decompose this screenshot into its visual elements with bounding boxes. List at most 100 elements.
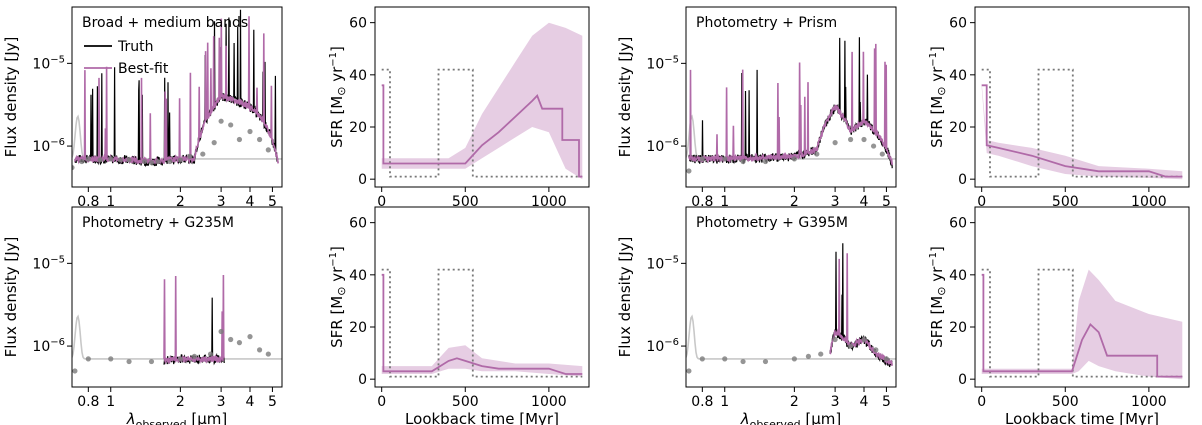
y-tick-label: 0 (958, 372, 967, 388)
legend: Truth Best-fit (84, 39, 169, 77)
bestfit-credible-band (981, 82, 1183, 180)
ylabel-close: ] (928, 246, 946, 252)
photometry-point (740, 358, 746, 365)
photometry-point (97, 157, 103, 163)
photometry-point (722, 356, 728, 362)
photometry-point (108, 156, 114, 162)
y-tick-exponent: −5 (50, 254, 65, 265)
bestfit-credible-band (981, 269, 1183, 380)
photometry-point (722, 156, 728, 162)
truth-spectrum-line (688, 37, 893, 169)
ylabel-main: SFR [M (328, 296, 346, 348)
bestfit-spectrum-line (829, 253, 893, 367)
photometry-point (791, 156, 797, 162)
y-axis-label: SFR [M⊙ yr−1] (928, 46, 948, 148)
ylabel-exp: −1 (328, 252, 339, 267)
y-tick-label: 0 (958, 172, 967, 188)
x-label-unit: [μm] (801, 410, 842, 425)
photometry-point (72, 164, 75, 171)
y-tick-base: 10 (646, 139, 664, 155)
x-tick-label: 5 (268, 194, 277, 210)
photometry-point (265, 147, 271, 153)
photometry-point (200, 151, 206, 157)
photometry-point (148, 160, 155, 166)
x-tick-label: 1 (720, 194, 729, 210)
y-tick-label: 0 (358, 172, 367, 188)
x-tick-label: 0 (977, 194, 986, 210)
y-tick-label: 0 (358, 372, 367, 388)
photometry-point (126, 157, 132, 163)
x-tick-label: 0 (377, 394, 386, 410)
y-tick-label: 10−5 (32, 54, 65, 72)
x-tick-label: 3 (831, 394, 840, 410)
y-tick-label: 10−5 (646, 54, 679, 72)
bestfit-sfh-line (381, 273, 583, 375)
photometry-point (85, 156, 91, 162)
photometry-point (740, 158, 746, 165)
photometry-point (191, 353, 198, 360)
x-axis-label: λobserved [μm] (126, 410, 228, 425)
photometry-point (236, 340, 243, 346)
panel-title: Broad + medium bands (82, 15, 248, 31)
ylabel-sun: ⊙ (335, 287, 348, 296)
ylabel-close: ] (328, 46, 346, 52)
ylabel-close: ] (328, 246, 346, 252)
ylabel-yr: yr (328, 266, 346, 287)
y-tick-exponent: −6 (50, 137, 65, 148)
x-tick-label: 1 (720, 394, 729, 410)
photometry-point (207, 351, 214, 357)
x-tick-label: 0 (977, 394, 986, 410)
y-axis-label: SFR [M⊙ yr−1] (328, 46, 348, 148)
panel-title: Photometry + G235M (82, 215, 234, 231)
ylabel-yr: yr (928, 66, 946, 87)
x-tick-label: 2 (176, 394, 185, 410)
legend-bestfit-label: Best-fit (118, 61, 169, 77)
photometry-point (177, 356, 183, 362)
y-tick-exponent: −5 (50, 54, 65, 65)
x-tick-label: 4 (246, 394, 255, 410)
x-tick-label: 3 (217, 194, 226, 210)
photometry-point (256, 347, 263, 353)
axes-frame (374, 6, 590, 188)
y-tick-label: 20 (349, 120, 367, 136)
y-tick-label: 10−6 (646, 337, 679, 355)
x-tick-label: 500 (1052, 194, 1079, 210)
unfit-spectrum-line (72, 114, 282, 160)
x-tick-label: 2 (790, 194, 799, 210)
ylabel-sun: ⊙ (335, 87, 348, 96)
y-axis-label: Flux density [Jy] (616, 37, 634, 158)
ylabel-sun: ⊙ (935, 87, 948, 96)
photometry-point (699, 356, 705, 362)
x-tick-label: 2 (790, 394, 799, 410)
plot-area (686, 37, 896, 174)
axes-frame (374, 206, 590, 388)
y-tick-label: 10−6 (32, 137, 65, 155)
photometry-point (211, 140, 217, 146)
plot-area (72, 274, 282, 374)
x-tick-label: 1000 (531, 194, 567, 210)
photometry-point (177, 157, 183, 163)
ylabel-sun: ⊙ (935, 287, 948, 296)
truth-sfh-line (381, 268, 583, 378)
x-axis-label: Lookback time [Myr] (1005, 410, 1159, 425)
photometry-point (818, 351, 824, 357)
y-tick-label: 40 (949, 68, 967, 84)
photometry-point (247, 334, 253, 340)
y-tick-base: 10 (646, 339, 664, 355)
bestfit-sfh-line (981, 84, 1183, 178)
photometry-point (108, 356, 114, 362)
photometry-point (832, 336, 838, 343)
x-tick-label: 1000 (1131, 394, 1167, 410)
bestfit-spectrum-line (163, 274, 225, 365)
x-tick-label: 0.8 (691, 194, 713, 210)
photometry-point (762, 158, 769, 165)
x-tick-label: 4 (246, 194, 255, 210)
y-tick-base: 10 (32, 339, 50, 355)
